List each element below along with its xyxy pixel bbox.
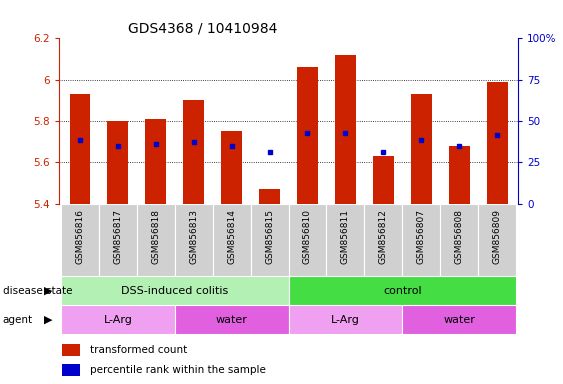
Bar — [70, 94, 91, 204]
Text: GSM856817: GSM856817 — [113, 209, 122, 264]
Bar — [403, 305, 516, 334]
Bar — [62, 364, 79, 376]
Text: percentile rank within the sample: percentile rank within the sample — [91, 365, 266, 375]
Text: GSM856814: GSM856814 — [227, 209, 236, 264]
Text: GSM856809: GSM856809 — [493, 209, 502, 264]
Bar — [61, 276, 288, 305]
Bar — [259, 189, 280, 204]
Bar — [297, 67, 318, 204]
Text: control: control — [383, 286, 422, 296]
Text: ▶: ▶ — [43, 286, 52, 296]
Bar — [364, 204, 403, 276]
Text: GSM856811: GSM856811 — [341, 209, 350, 264]
Bar — [251, 204, 288, 276]
Bar — [184, 100, 204, 204]
Bar — [449, 146, 470, 204]
Text: GSM856815: GSM856815 — [265, 209, 274, 264]
Bar — [335, 55, 356, 204]
Bar — [137, 204, 175, 276]
Text: GSM856808: GSM856808 — [455, 209, 464, 264]
Bar — [289, 204, 327, 276]
Bar — [440, 204, 478, 276]
Bar — [213, 204, 251, 276]
Bar — [403, 204, 440, 276]
Text: water: water — [216, 314, 248, 325]
Bar — [289, 305, 403, 334]
Bar — [99, 204, 137, 276]
Bar — [289, 276, 516, 305]
Bar — [108, 121, 128, 204]
Text: disease state: disease state — [3, 286, 72, 296]
Bar — [221, 131, 242, 204]
Bar — [61, 204, 99, 276]
Bar — [327, 204, 364, 276]
Text: GSM856816: GSM856816 — [75, 209, 84, 264]
Text: DSS-induced colitis: DSS-induced colitis — [121, 286, 229, 296]
Text: GDS4368 / 10410984: GDS4368 / 10410984 — [128, 22, 278, 36]
Bar — [175, 204, 213, 276]
Bar — [373, 156, 394, 204]
Text: transformed count: transformed count — [91, 345, 187, 355]
Text: GSM856810: GSM856810 — [303, 209, 312, 264]
Bar — [62, 344, 79, 356]
Text: GSM856813: GSM856813 — [189, 209, 198, 264]
Bar — [486, 82, 507, 204]
Bar — [61, 305, 175, 334]
Bar — [478, 204, 516, 276]
Text: L-Arg: L-Arg — [104, 314, 132, 325]
Text: agent: agent — [3, 314, 33, 325]
Text: ▶: ▶ — [43, 314, 52, 325]
Text: L-Arg: L-Arg — [331, 314, 360, 325]
Text: GSM856818: GSM856818 — [151, 209, 160, 264]
Bar — [411, 94, 432, 204]
Bar — [145, 119, 166, 204]
Text: GSM856812: GSM856812 — [379, 209, 388, 264]
Text: GSM856807: GSM856807 — [417, 209, 426, 264]
Bar — [175, 305, 289, 334]
Text: water: water — [443, 314, 475, 325]
